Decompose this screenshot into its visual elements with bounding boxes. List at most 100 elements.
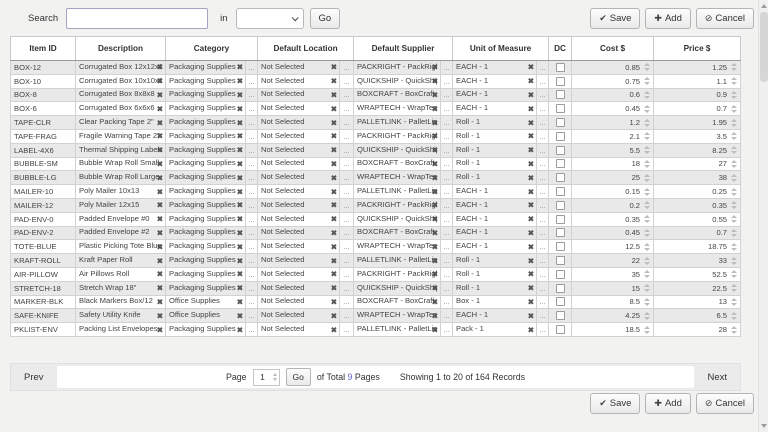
search-input[interactable] xyxy=(66,7,209,29)
uom-browse-button[interactable]: ... xyxy=(536,225,550,241)
cell-description[interactable]: Poly Mailer 12x15 ✖ xyxy=(75,197,166,213)
clear-icon[interactable]: ✖ xyxy=(330,62,337,72)
cell-category[interactable]: Office Supplies ✖ xyxy=(165,294,246,310)
location-browse-button[interactable]: ... xyxy=(338,239,355,255)
price-spinner[interactable] xyxy=(731,325,738,334)
clear-icon[interactable]: ✖ xyxy=(431,283,439,293)
dc-checkbox[interactable] xyxy=(555,187,565,197)
location-browse-button[interactable]: ... xyxy=(338,142,355,158)
supplier-browse-button[interactable]: ... xyxy=(440,60,454,75)
supplier-browse-button[interactable]: ... xyxy=(440,101,454,117)
cell-cost[interactable]: 2.1 xyxy=(571,128,655,144)
clear-icon[interactable]: ✖ xyxy=(431,62,439,72)
cell-default-supplier[interactable]: QUICKSHIP - QuickShip ✖ xyxy=(353,211,442,227)
clear-icon[interactable]: ✖ xyxy=(236,310,243,320)
cell-cost[interactable]: 15 xyxy=(571,280,655,296)
cell-default-supplier[interactable]: WRAPTECH - WrapTech ✖ xyxy=(353,101,442,117)
cell-default-supplier[interactable]: PALLETLINK - PalletLink ✖ xyxy=(353,322,442,337)
category-browse-button[interactable]: ... xyxy=(245,266,258,282)
dc-checkbox[interactable] xyxy=(555,242,565,252)
clear-icon[interactable]: ✖ xyxy=(156,283,163,293)
supplier-browse-button[interactable]: ... xyxy=(440,87,454,103)
cost-spinner[interactable] xyxy=(644,325,651,334)
clear-icon[interactable]: ✖ xyxy=(527,269,535,279)
category-browse-button[interactable]: ... xyxy=(245,308,258,324)
cell-category[interactable]: Packaging Supplies ✖ xyxy=(165,170,246,186)
cell-item-id[interactable]: AIR-PILLOW xyxy=(10,266,76,282)
clear-icon[interactable]: ✖ xyxy=(330,104,337,114)
cell-description[interactable]: Air Pillows Roll ✖ xyxy=(75,266,166,282)
cell-category[interactable]: Packaging Supplies ✖ xyxy=(165,266,246,282)
cell-item-id[interactable]: BUBBLE-SM xyxy=(10,156,76,172)
cell-default-location[interactable]: Not Selected ✖ xyxy=(257,280,340,296)
cell-price[interactable]: 38 xyxy=(653,170,742,186)
cell-default-location[interactable]: Not Selected ✖ xyxy=(257,266,340,282)
category-browse-button[interactable]: ... xyxy=(245,170,258,186)
scroll-up-icon[interactable] xyxy=(761,4,767,8)
cell-price[interactable]: 18.75 xyxy=(653,239,742,255)
clear-icon[interactable]: ✖ xyxy=(236,269,243,279)
clear-icon[interactable]: ✖ xyxy=(330,159,337,169)
clear-icon[interactable]: ✖ xyxy=(527,159,535,169)
cell-cost[interactable]: 1.2 xyxy=(571,115,655,130)
cell-item-id[interactable]: KRAFT-ROLL xyxy=(10,253,76,268)
cell-price[interactable]: 52.5 xyxy=(653,266,742,282)
clear-icon[interactable]: ✖ xyxy=(527,214,535,224)
dc-checkbox[interactable] xyxy=(555,159,565,169)
clear-icon[interactable]: ✖ xyxy=(431,159,439,169)
save-button-bottom[interactable]: ✔ Save xyxy=(590,393,641,414)
add-button-bottom[interactable]: ✚ Add xyxy=(645,393,691,414)
clear-icon[interactable]: ✖ xyxy=(156,214,163,224)
location-browse-button[interactable]: ... xyxy=(338,211,355,227)
cell-item-id[interactable]: MAILER-10 xyxy=(10,184,76,199)
clear-icon[interactable]: ✖ xyxy=(236,297,243,307)
category-browse-button[interactable]: ... xyxy=(245,156,258,172)
clear-icon[interactable]: ✖ xyxy=(431,131,439,141)
clear-icon[interactable]: ✖ xyxy=(431,269,439,279)
clear-icon[interactable]: ✖ xyxy=(527,297,535,307)
cell-description[interactable]: Plastic Picking Tote Blue ✖ xyxy=(75,239,166,255)
clear-icon[interactable]: ✖ xyxy=(431,173,439,183)
uom-browse-button[interactable]: ... xyxy=(536,253,550,268)
clear-icon[interactable]: ✖ xyxy=(236,200,243,210)
cell-description[interactable]: Safety Utility Knife ✖ xyxy=(75,308,166,324)
supplier-browse-button[interactable]: ... xyxy=(440,308,454,324)
dc-checkbox[interactable] xyxy=(555,173,565,183)
clear-icon[interactable]: ✖ xyxy=(431,255,439,265)
supplier-browse-button[interactable]: ... xyxy=(440,280,454,296)
uom-browse-button[interactable]: ... xyxy=(536,142,550,158)
supplier-browse-button[interactable]: ... xyxy=(440,73,454,89)
clear-icon[interactable]: ✖ xyxy=(156,255,163,265)
dc-checkbox[interactable] xyxy=(555,200,565,210)
clear-icon[interactable]: ✖ xyxy=(431,145,439,155)
category-browse-button[interactable]: ... xyxy=(245,322,258,337)
location-browse-button[interactable]: ... xyxy=(338,294,355,310)
location-browse-button[interactable]: ... xyxy=(338,156,355,172)
cell-default-location[interactable]: Not Selected ✖ xyxy=(257,253,340,268)
clear-icon[interactable]: ✖ xyxy=(330,283,337,293)
clear-icon[interactable]: ✖ xyxy=(236,255,243,265)
cell-default-location[interactable]: Not Selected ✖ xyxy=(257,156,340,172)
cell-category[interactable]: Packaging Supplies ✖ xyxy=(165,280,246,296)
cell-price[interactable]: 1.25 xyxy=(653,60,742,75)
category-browse-button[interactable]: ... xyxy=(245,253,258,268)
cell-default-location[interactable]: Not Selected ✖ xyxy=(257,308,340,324)
cell-description[interactable]: Poly Mailer 10x13 ✖ xyxy=(75,184,166,199)
cost-spinner[interactable] xyxy=(644,297,651,306)
price-spinner[interactable] xyxy=(731,173,738,182)
cost-spinner[interactable] xyxy=(644,132,651,141)
cell-price[interactable]: 0.25 xyxy=(653,184,742,199)
cell-description[interactable]: Fragile Warning Tape 2" ✖ xyxy=(75,128,166,144)
uom-browse-button[interactable]: ... xyxy=(536,322,550,337)
clear-icon[interactable]: ✖ xyxy=(236,228,243,238)
cell-category[interactable]: Packaging Supplies ✖ xyxy=(165,142,246,158)
dc-checkbox[interactable] xyxy=(555,269,565,279)
cell-default-supplier[interactable]: QUICKSHIP - QuickShip ✖ xyxy=(353,280,442,296)
clear-icon[interactable]: ✖ xyxy=(330,90,337,100)
cell-default-supplier[interactable]: BOXCRAFT - BoxCraft ✖ xyxy=(353,225,442,241)
clear-icon[interactable]: ✖ xyxy=(527,186,535,196)
supplier-browse-button[interactable]: ... xyxy=(440,142,454,158)
uom-browse-button[interactable]: ... xyxy=(536,156,550,172)
clear-icon[interactable]: ✖ xyxy=(527,76,535,86)
location-browse-button[interactable]: ... xyxy=(338,115,355,130)
